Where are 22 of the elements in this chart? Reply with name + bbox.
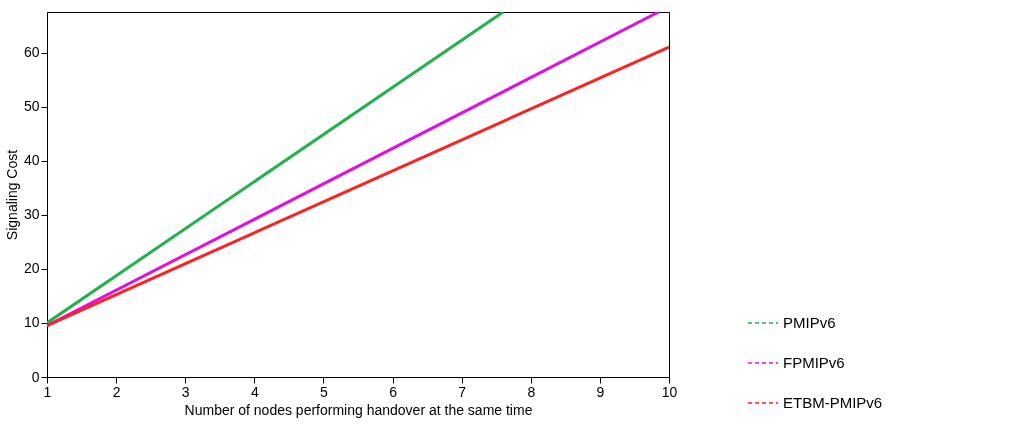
y-tick-label: 20 (23, 260, 40, 277)
x-tick-label: 8 (527, 383, 536, 400)
x-tick-label: 2 (112, 383, 121, 400)
y-tick-label: 30 (23, 206, 40, 223)
legend-label: ETBM-PMIPv6 (783, 394, 883, 411)
y-axis-title: Signaling Cost (3, 149, 20, 241)
y-tick-label: 50 (23, 98, 40, 115)
y-tick-label: 10 (23, 314, 40, 331)
legend-label: PMIPv6 (783, 314, 836, 331)
x-tick-label: 7 (458, 383, 467, 400)
y-tick-label: 0 (31, 368, 40, 385)
legend-label: FPMIPv6 (783, 354, 845, 371)
x-tick-label: 6 (389, 383, 398, 400)
x-tick-label: 4 (250, 383, 259, 400)
x-tick-label: 9 (596, 383, 605, 400)
x-tick-label: 1 (43, 383, 52, 400)
x-axis-title: Number of nodes performing handover at the same time (184, 401, 533, 418)
y-tick-label: 60 (23, 44, 40, 61)
x-tick-label: 5 (320, 383, 329, 400)
x-tick-label: 3 (181, 383, 190, 400)
y-tick-label: 40 (23, 152, 40, 169)
x-tick-label: 10 (661, 383, 678, 400)
